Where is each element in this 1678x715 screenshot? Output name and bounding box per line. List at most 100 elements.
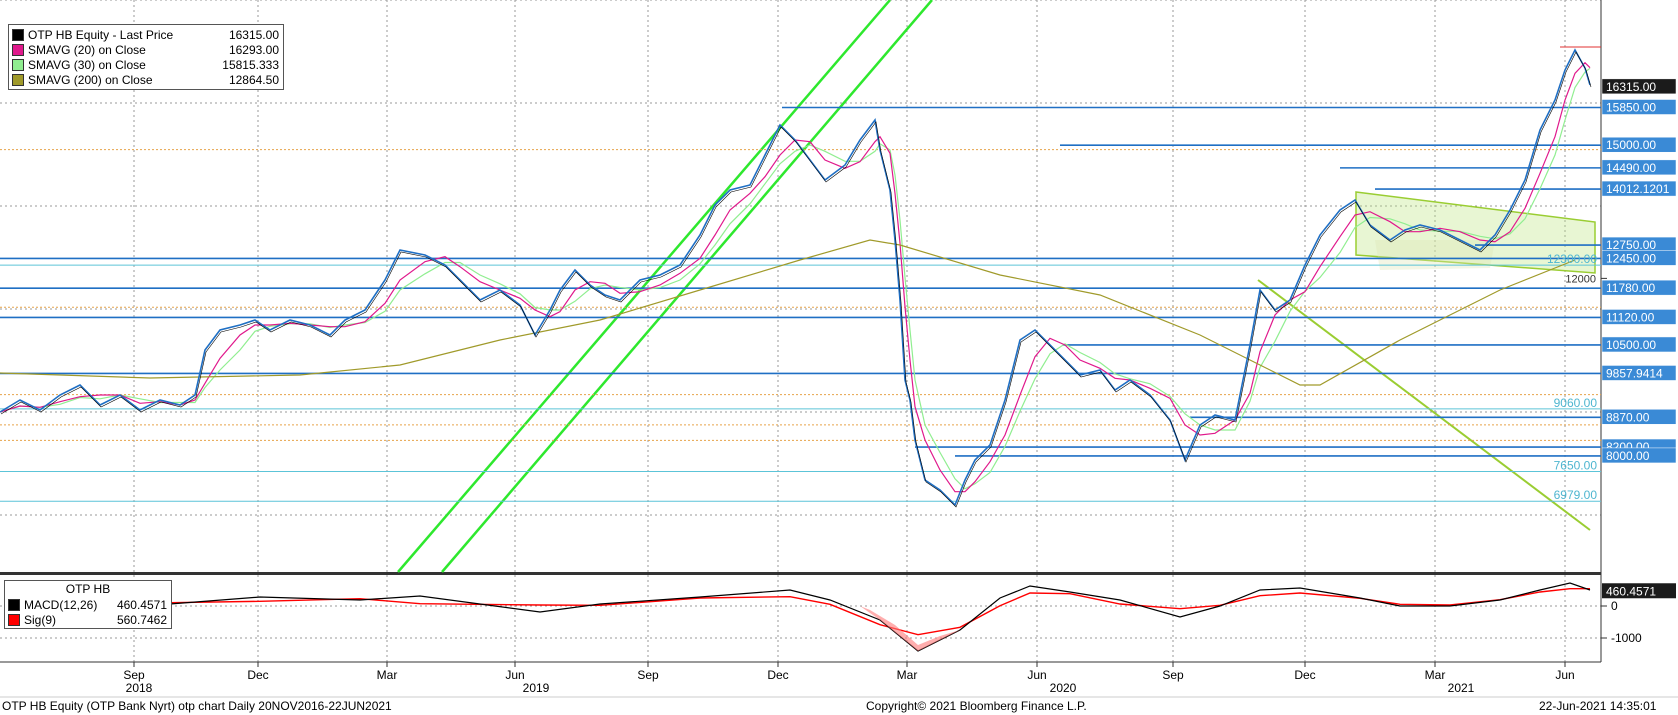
x-tick-label-year: 2020 [1050, 681, 1077, 695]
price-level-label: 9060.00 [1554, 396, 1598, 410]
footer-right: 22-Jun-2021 14:35:01 [1539, 699, 1657, 713]
legend-value-smavg20: 16293.00 [228, 42, 279, 57]
legend-row-smavg200: SMAVG (200) on Close 12864.50 [9, 72, 283, 87]
support-resistance-lines [0, 106, 1601, 502]
macd-legend-title: OTP HB [65, 582, 111, 596]
price-badge-box [1601, 159, 1677, 176]
smavg200-line [0, 239, 1576, 386]
legend-value-smavg200: 12864.50 [228, 72, 279, 87]
price-badge-label: 9857.9414 [1606, 366, 1663, 380]
x-tick-label-month: Dec [767, 668, 788, 682]
legend-value-sig: 560.7462 [116, 612, 167, 627]
price-badge: 8870.00 [1601, 409, 1677, 425]
legend-row-macd: MACD(12,26) 460.4571 [5, 597, 171, 612]
downtrend-line [1257, 279, 1591, 531]
legend-name-smavg20: SMAVG (20) on Close [28, 42, 146, 57]
price-badge-box [1601, 336, 1677, 353]
x-tick-label-year: 2021 [1448, 681, 1475, 695]
price-badge-box [1601, 447, 1677, 464]
legend-row-smavg20: SMAVG (20) on Close 16293.00 [9, 42, 283, 57]
price-level-label: 6979.00 [1554, 488, 1598, 502]
footer-center: Copyright© 2021 Bloomberg Finance L.P. [866, 699, 1087, 713]
price-badge: 16315.00 [1601, 78, 1677, 95]
price-badge: 11120.00 [1601, 309, 1677, 325]
price-badge-label: 12750.00 [1606, 238, 1656, 252]
x-tick-label-month: Mar [1425, 668, 1446, 682]
x-tick-label-month: Sep [1162, 668, 1184, 682]
price-badge-box [1601, 250, 1677, 266]
price-badge: 11780.00 [1601, 279, 1677, 296]
smavg30-line [0, 67, 1591, 490]
price-badge-box [1601, 99, 1677, 115]
x-tick-label-year: 2018 [126, 681, 153, 695]
legend-value-macd: 460.4571 [116, 597, 167, 612]
macd-line [169, 582, 1591, 652]
legend-swatch-smavg20 [12, 43, 24, 56]
price-badge-box [1601, 180, 1677, 197]
price-badge: 10500.00 [1601, 336, 1677, 353]
x-tick-label-year: 2019 [523, 681, 550, 695]
price-line [0, 48, 1591, 507]
x-tick-label-month: Dec [247, 668, 268, 682]
price-badge-box [1601, 309, 1677, 325]
x-tick-label-month: Mar [897, 668, 918, 682]
x-tick-label-month: Jun [505, 668, 524, 682]
price-badge-box [1601, 409, 1677, 425]
macd-series [169, 582, 1591, 652]
legend-name-smavg30: SMAVG (30) on Close [28, 57, 146, 72]
legend-name-smavg200: SMAVG (200) on Close [28, 72, 153, 87]
price-badge: 12450.00 [1601, 250, 1677, 266]
sig-line [169, 588, 1590, 636]
trend-lines [397, 0, 1596, 573]
price-badge-label: 10500.00 [1606, 338, 1656, 352]
price-badge-label: 12450.00 [1606, 251, 1656, 265]
price-badge-box [1601, 78, 1677, 95]
price-badge: 9857.9414 [1601, 365, 1677, 381]
legend-value-smavg30: 15815.333 [222, 57, 279, 72]
legend-swatch-smavg30 [12, 58, 24, 71]
price-badge-label: 14012.1201 [1606, 182, 1670, 196]
macd-badge-label: 460.4571 [1606, 584, 1656, 598]
price-series [0, 46, 1601, 508]
price-level-label: 12300.00 [1547, 252, 1597, 266]
price-badge-label: 16315.00 [1606, 80, 1656, 94]
macd-y-tick-label: 0 [1611, 599, 1618, 613]
legend-row-sig: Sig(9) 560.7462 [5, 612, 171, 627]
price-badge-label: 15850.00 [1606, 101, 1656, 115]
legend-name-sig: Sig(9) [24, 612, 57, 627]
price-badge: 14012.1201 [1601, 180, 1677, 197]
legend-row-smavg30: SMAVG (30) on Close 15815.333 [9, 57, 283, 72]
macd-y-tick-label: -1000 [1611, 631, 1642, 645]
price-level-label: 7650.00 [1554, 458, 1598, 472]
legend-swatch-macd [8, 598, 20, 611]
legend-swatch-last-price [12, 28, 24, 41]
time-axis: Sep Dec Mar Jun Sep Dec Mar Jun Sep Dec Mar Jun 2018… [0, 661, 1678, 698]
price-badge-label: 11780.00 [1606, 281, 1655, 295]
y-tick-label: 12000 [1565, 273, 1596, 285]
price-badge-label: 8870.00 [1606, 410, 1650, 424]
x-tick-label-month: Dec [1294, 668, 1315, 682]
price-badge-label: 15000.00 [1606, 138, 1656, 152]
channel-fill [1355, 191, 1596, 274]
trend-line-lower [441, 0, 933, 573]
price-badge-box [1601, 279, 1677, 296]
macd-badge-box [1602, 583, 1676, 599]
x-tick-label-month: Mar [377, 668, 398, 682]
chart-grid [0, 0, 1602, 663]
price-badge-label: 8000.00 [1606, 449, 1650, 463]
legend-name-macd: MACD(12,26) [24, 597, 98, 612]
price-badge-box [1601, 365, 1677, 381]
x-tick-label-month: Jun [1555, 668, 1574, 682]
price-badge: 15850.00 [1601, 99, 1677, 115]
legend-swatch-sig [8, 613, 20, 626]
x-tick-label-month: Jun [1027, 668, 1046, 682]
legend-row-last-price: OTP HB Equity - Last Price 16315.00 [9, 27, 283, 42]
price-candles [0, 51, 1592, 508]
legend-name-last-price: OTP HB Equity - Last Price [28, 27, 174, 42]
trend-line-upper [397, 0, 891, 573]
price-badge-box [1601, 136, 1677, 153]
price-badge: 8000.00 [1601, 447, 1677, 464]
price-badges: 16315.00 15850.00 15000.00 14490.00 14012.12… [1547, 78, 1677, 599]
price-badge: 12750.00 [1601, 236, 1677, 253]
